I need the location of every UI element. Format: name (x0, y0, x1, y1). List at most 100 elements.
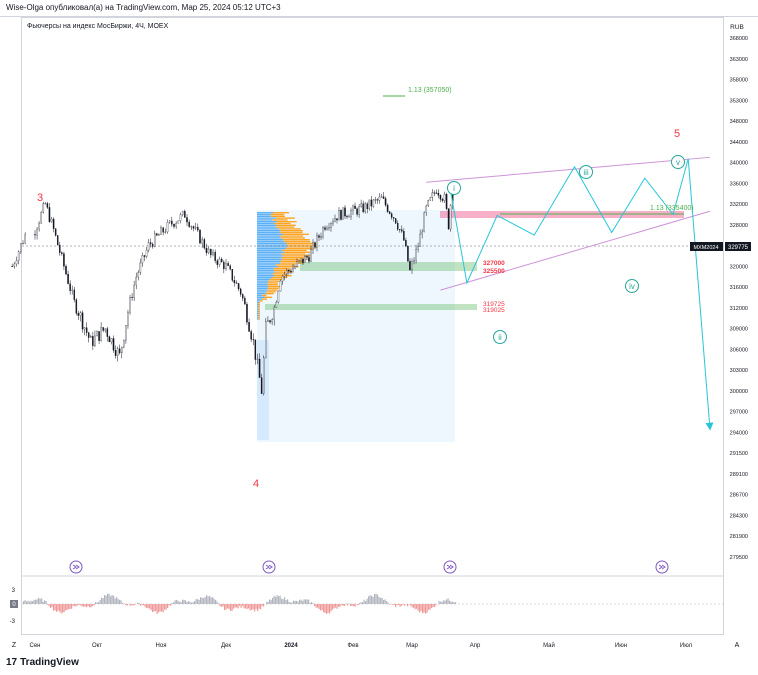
volume-profile-bar-down (283, 240, 311, 243)
candle (256, 353, 259, 365)
event-marker-2[interactable] (262, 560, 276, 574)
candle (24, 232, 26, 245)
volume-profile-bar-up (257, 230, 280, 232)
indicator-bar (242, 604, 244, 606)
candle (267, 316, 269, 322)
indicator-bar (297, 601, 299, 604)
candle (304, 254, 306, 263)
indicator-bar (318, 604, 320, 610)
indicator-bar (108, 593, 110, 604)
indicator-bar (29, 601, 31, 604)
x-axis[interactable]: Сен Окт Ноя Дек 2024 Фев Мар Апр Май Июн Июл (30, 642, 693, 649)
candle (350, 207, 352, 220)
svg-text:iii: iii (583, 168, 589, 177)
y-tick-label: 328000 (730, 223, 748, 229)
volume-profile-bar-down (277, 266, 299, 268)
tradingview-mark-icon: 17 (6, 657, 18, 668)
candle (81, 310, 84, 333)
indicator-bar (317, 604, 319, 608)
wave-label-3: 3 (37, 192, 43, 204)
volume-profile-bar-down (274, 275, 292, 277)
indicator-tick-minus3: -3 (10, 619, 16, 625)
y-tick-label: 300000 (730, 389, 748, 395)
candle (292, 264, 294, 273)
indicator-bar (380, 597, 382, 604)
candle (252, 333, 255, 346)
indicator-zero-badge (10, 600, 18, 608)
candle (250, 329, 252, 343)
candle (300, 258, 302, 263)
indicator-bar (438, 600, 440, 604)
candle (69, 280, 71, 295)
indicator-bar (23, 601, 25, 604)
candle (40, 211, 42, 224)
candle (147, 238, 150, 253)
auto-scale-corner[interactable]: A (735, 642, 740, 649)
candle (168, 220, 171, 224)
time-zone-corner[interactable]: Z (12, 642, 17, 649)
candle (439, 194, 442, 203)
indicator-bar (228, 604, 230, 610)
volume-profile-bar-up (257, 249, 282, 252)
indicator-bar (69, 604, 71, 609)
tradingview-logo[interactable]: 17 TradingView (6, 657, 79, 668)
candle (164, 228, 167, 234)
candle (79, 311, 82, 322)
candle (246, 301, 248, 326)
indicator-bar (96, 602, 98, 604)
y-axis[interactable]: 368000 363000 358000 353000 348000 344000 3400… (730, 36, 748, 561)
volume-profile-bar-down (264, 296, 273, 298)
candle (401, 225, 403, 234)
candle (346, 214, 348, 220)
candle (302, 258, 304, 265)
indicator-bar (344, 604, 346, 606)
indicator-bar (299, 599, 301, 604)
volume-profile-bar-up (257, 285, 269, 288)
volume-profile-bar-up (257, 312, 259, 315)
volume-profile-bar-up (257, 271, 275, 273)
indicator-bar (125, 604, 127, 605)
volume-profile-bar-down (258, 314, 260, 316)
indicator-bar (261, 604, 263, 606)
event-marker-3[interactable] (443, 560, 457, 574)
volume-profile-bar-down (258, 305, 260, 307)
candle (67, 270, 69, 285)
candle (59, 241, 61, 256)
indicator-bar (342, 604, 344, 606)
wave-label-v: v (671, 155, 685, 169)
volume-profile-bar-down (281, 249, 307, 252)
zone-327000 (300, 262, 477, 271)
volume-profile-bar-down (258, 316, 260, 318)
candle (237, 282, 240, 292)
event-marker-1[interactable] (69, 560, 83, 574)
y-tick-label: 309000 (730, 327, 748, 333)
indicator-bar (444, 600, 446, 604)
volume-profile-bar-up (257, 239, 284, 241)
indicator-bar (27, 600, 29, 604)
volume-profile-bar-down (258, 307, 260, 309)
candle (366, 202, 368, 214)
indicator-bar (410, 604, 412, 606)
candle (102, 327, 104, 333)
indicator-bar (194, 601, 196, 604)
indicator-bar (278, 596, 280, 604)
indicator-bar (35, 599, 37, 604)
volume-profile-bar-down (270, 215, 285, 217)
indicator-bar (455, 602, 457, 604)
volume-profile-bar-down (258, 312, 260, 315)
candle (15, 256, 18, 267)
svg-text:i: i (453, 184, 455, 193)
candle (242, 293, 244, 302)
indicator-bar (233, 604, 235, 609)
indicator-bar (206, 595, 208, 604)
volume-profile-bar-up (257, 248, 286, 250)
volume-profile-bar-down (267, 284, 278, 286)
indicator-bar (425, 604, 427, 614)
volume-profile-bar-up (257, 226, 276, 228)
indicator-bar (180, 601, 182, 604)
event-marker-4[interactable] (655, 560, 669, 574)
y-tick-label: 306000 (730, 347, 748, 353)
indicator-bar (372, 596, 374, 604)
indicator-bar (173, 602, 175, 604)
